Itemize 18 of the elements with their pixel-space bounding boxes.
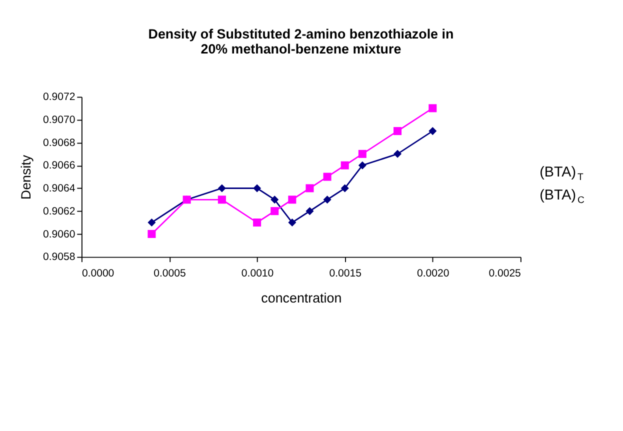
x-tick-label: 0.0020	[417, 267, 450, 280]
y-tick-label: 0.9060	[43, 228, 76, 240]
x-axis-title: concentration	[261, 290, 342, 306]
y-tick-label: 0.9072	[43, 91, 76, 104]
x-tick-label: 0.0025	[488, 267, 522, 280]
x-tick-label: 0.0000	[82, 267, 114, 280]
y-axis-title: Density	[18, 154, 34, 200]
x-tick-label: 0.0015	[329, 267, 362, 280]
y-tick-label: 0.9062	[43, 205, 76, 218]
x-tick-label: 0.0005	[154, 267, 186, 280]
y-tick-label: 0.9066	[43, 160, 76, 172]
y-tick-label: 0.9064	[43, 182, 76, 195]
y-tick-label: 0.9070	[43, 114, 76, 126]
text: 20% methanol-benzene mixture	[200, 42, 402, 57]
x-tick-label: 0.0010	[241, 267, 274, 280]
text: Density of Substituted 2-amino benzothiazole in	[148, 26, 454, 42]
y-tick-label: 0.9058	[43, 251, 76, 264]
y-tick-label: 0.9068	[43, 136, 76, 149]
